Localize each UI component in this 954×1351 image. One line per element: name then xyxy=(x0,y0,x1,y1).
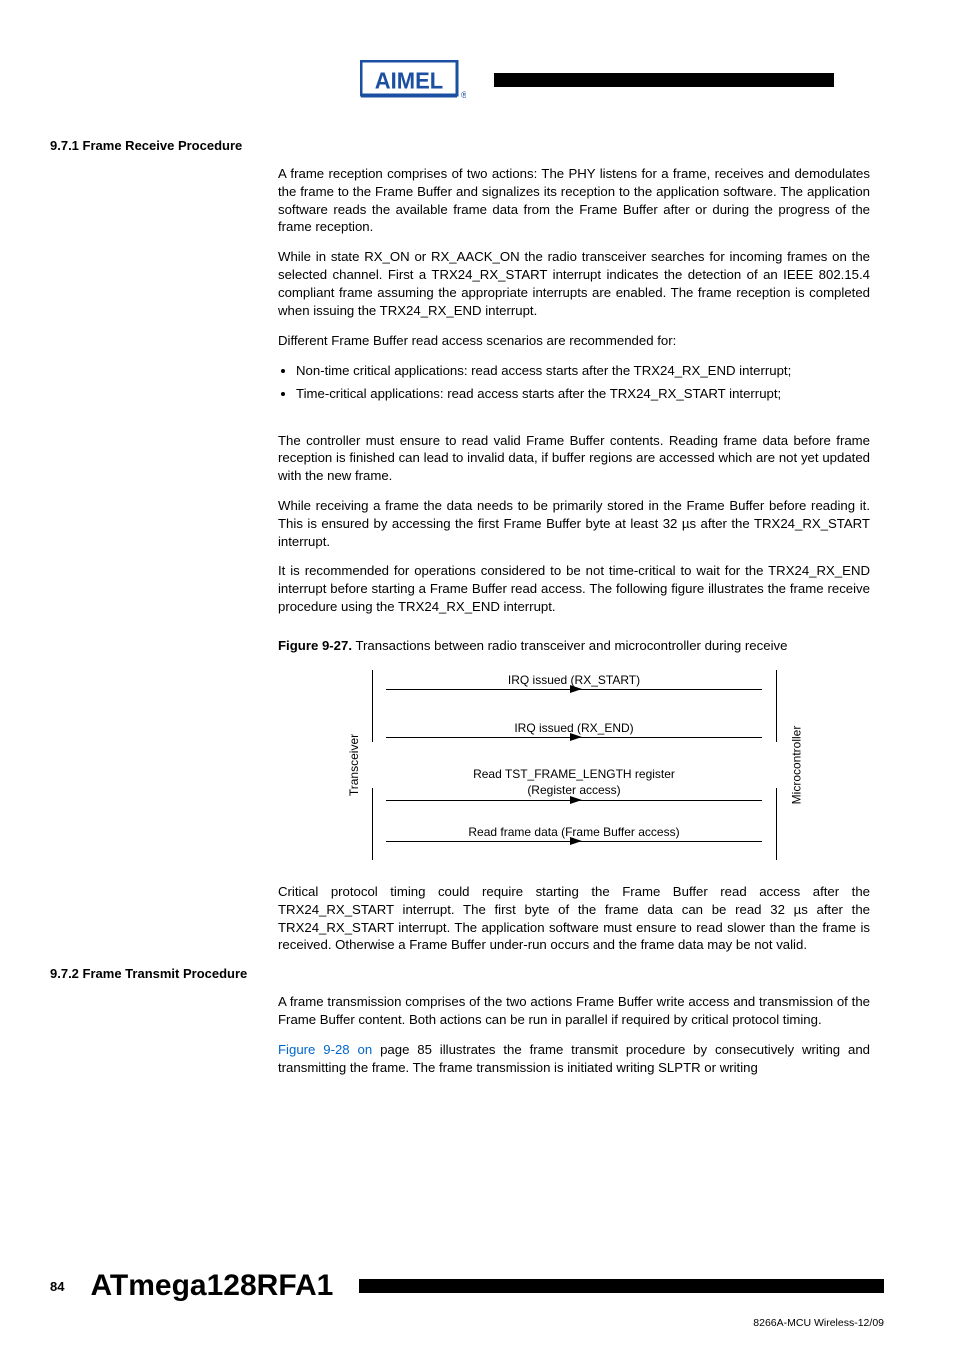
para: Critical protocol timing could require s… xyxy=(278,883,870,954)
section-number: 9.7.2 xyxy=(50,966,79,981)
section-number: 9.7.1 xyxy=(50,138,79,153)
para: A frame transmission comprises of the tw… xyxy=(278,993,870,1029)
arrow-icon xyxy=(386,800,762,801)
para: While in state RX_ON or RX_AACK_ON the r… xyxy=(278,248,870,319)
brand-logo: AIMEL ® xyxy=(360,60,466,100)
cross-ref-link[interactable]: Figure 9-28 on xyxy=(278,1042,380,1057)
footer-bar xyxy=(359,1279,884,1293)
doc-id: 8266A-MCU Wireless-12/09 xyxy=(753,1317,884,1329)
bullet-list: Non-time critical applications: read acc… xyxy=(296,361,870,403)
para: It is recommended for operations conside… xyxy=(278,562,870,615)
section-title: Frame Transmit Procedure xyxy=(83,966,248,981)
figure-caption: Figure 9-27. Transactions between radio … xyxy=(278,638,870,653)
para: While receiving a frame the data needs t… xyxy=(278,497,870,550)
doc-title: ATmega128RFA1 xyxy=(90,1269,333,1303)
body-column: A frame transmission comprises of the tw… xyxy=(278,993,870,1076)
page-number: 84 xyxy=(50,1279,64,1294)
figure-right-label: Microcontroller xyxy=(790,726,804,805)
txn-row: Read frame data (Frame Buffer access) xyxy=(386,825,762,842)
figure-number: Figure 9-27. xyxy=(278,638,352,653)
txn-row: IRQ issued (RX_END) xyxy=(386,721,762,738)
list-item: Time-critical applications: read access … xyxy=(296,384,870,403)
list-item: Non-time critical applications: read acc… xyxy=(296,361,870,380)
arrow-icon xyxy=(386,737,762,738)
section-heading-972: 9.7.2 Frame Transmit Procedure xyxy=(50,966,884,981)
para: The controller must ensure to read valid… xyxy=(278,432,870,485)
svg-text:®: ® xyxy=(461,90,466,100)
section-title: Frame Receive Procedure xyxy=(83,138,243,153)
svg-text:AIMEL: AIMEL xyxy=(375,68,444,94)
figure-left-label: Transceiver xyxy=(347,734,361,796)
para: Different Frame Buffer read access scena… xyxy=(278,332,870,350)
figure-caption-text: Transactions between radio transceiver a… xyxy=(352,638,787,653)
txn-row: Read TST_FRAME_LENGTH register (Register… xyxy=(386,767,762,801)
txn-row: IRQ issued (RX_START) xyxy=(386,673,762,690)
arrow-icon xyxy=(386,689,762,690)
section-heading-971: 9.7.1 Frame Receive Procedure xyxy=(50,138,884,153)
para: Figure 9-28 on page 85 illustrates the f… xyxy=(278,1041,870,1077)
para: A frame reception comprises of two actio… xyxy=(278,165,870,236)
header-row: AIMEL ® xyxy=(310,60,884,100)
header-bar xyxy=(494,73,834,87)
figure-9-27: Transceiver Microcontroller IRQ issued (… xyxy=(334,665,814,865)
page-footer: 84 ATmega128RFA1 8266A-MCU Wireless-12/0… xyxy=(50,1269,884,1303)
arrow-icon xyxy=(386,841,762,842)
txn-label: Read TST_FRAME_LENGTH register xyxy=(386,767,762,781)
body-column: A frame reception comprises of two actio… xyxy=(278,165,870,954)
